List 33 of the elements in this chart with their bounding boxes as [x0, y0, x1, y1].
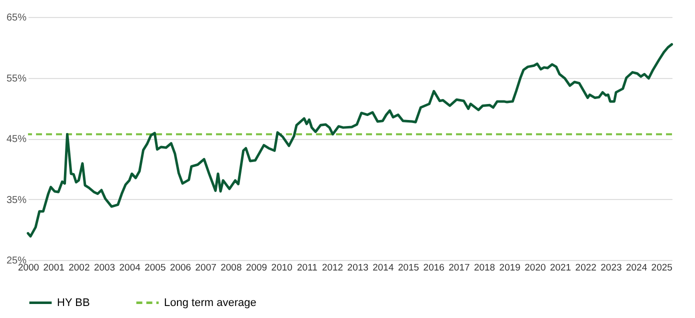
x-tick-label: 2021: [550, 262, 572, 274]
x-tick-label: 2009: [246, 262, 268, 274]
x-tick-label: 2020: [524, 262, 546, 274]
y-tick-label: 45%: [6, 134, 27, 145]
legend-label: Long term average: [164, 296, 256, 309]
x-tick-label: 2000: [18, 262, 40, 274]
x-tick-label: 2007: [195, 262, 216, 274]
x-tick-label: 2018: [474, 262, 496, 274]
y-tick-label: 55%: [6, 73, 27, 84]
x-tick-label: 2010: [271, 262, 292, 274]
x-tick-label: 2002: [68, 262, 90, 274]
x-tick-label: 2003: [94, 262, 116, 274]
legend-label: HY BB: [57, 296, 90, 309]
x-tick-label: 2013: [347, 262, 368, 274]
x-tick-label: 2025: [651, 262, 672, 274]
x-tick-label: 2005: [144, 262, 166, 274]
x-tick-label: 2024: [626, 262, 648, 274]
y-tick-label: 65%: [6, 12, 27, 24]
x-tick-label: 2004: [119, 262, 140, 274]
x-tick-label: 2022: [575, 262, 596, 274]
x-tick-label: 2001: [43, 262, 64, 274]
line-series: [26, 43, 673, 238]
x-tick-label: 2011: [296, 262, 318, 274]
x-tick-label: 2006: [170, 262, 192, 274]
x-tick-label: 2008: [220, 262, 242, 274]
x-tick-label: 2023: [600, 262, 622, 274]
x-tick-label: 2014: [372, 262, 394, 274]
x-tick-label: 2019: [499, 262, 520, 274]
x-tick-label: 2017: [448, 262, 470, 274]
y-tick-label: 35%: [6, 194, 27, 206]
x-tick-label: 2015: [398, 262, 420, 274]
x-tick-label: 2012: [322, 262, 344, 274]
x-tick-label: 2016: [423, 262, 444, 274]
